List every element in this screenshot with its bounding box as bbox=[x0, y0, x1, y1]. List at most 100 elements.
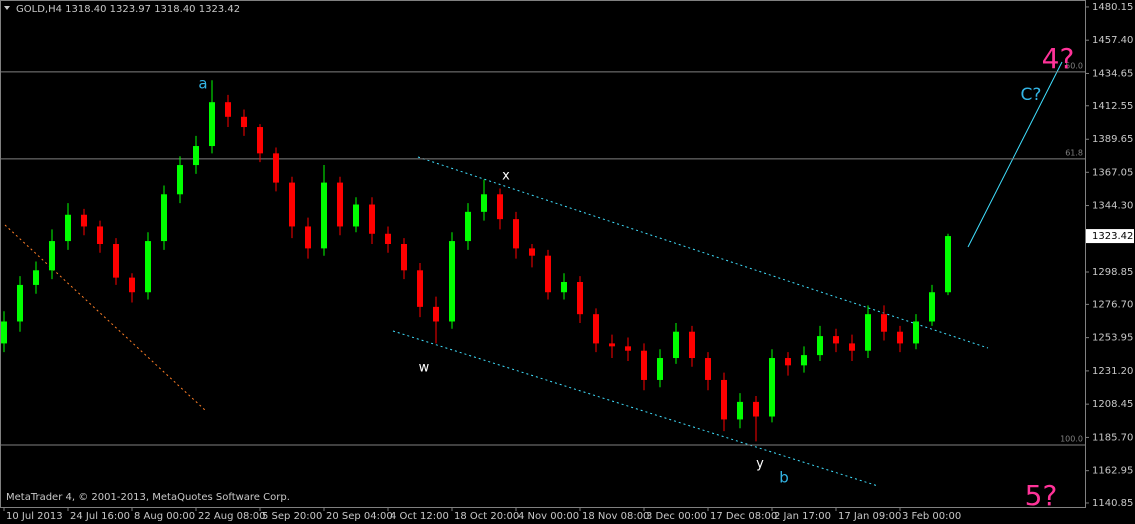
y-tick-label: 1162.95 bbox=[1092, 466, 1133, 477]
wave-label: b bbox=[779, 469, 789, 487]
y-tick-label: 1140.85 bbox=[1092, 498, 1133, 509]
x-tick-label: 18 Oct 20:00 bbox=[454, 511, 519, 522]
candle bbox=[657, 349, 663, 388]
candle-body bbox=[673, 331, 679, 359]
x-tick-label: 18 Nov 08:00 bbox=[582, 511, 649, 522]
candle-body bbox=[337, 182, 343, 227]
fib-label: 50.0 bbox=[1065, 61, 1083, 70]
wave-label: 4? bbox=[1042, 42, 1075, 75]
candle-body bbox=[209, 102, 215, 147]
y-tick-label: 1344.30 bbox=[1092, 201, 1133, 212]
y-tick-label: 1457.40 bbox=[1092, 35, 1133, 46]
candle-body bbox=[33, 270, 39, 285]
candle-body bbox=[849, 343, 855, 351]
candle bbox=[305, 217, 311, 259]
candle bbox=[177, 156, 183, 204]
candle-body bbox=[401, 243, 407, 271]
candle bbox=[849, 334, 855, 361]
candle bbox=[545, 249, 551, 300]
menu-arrow[interactable] bbox=[4, 6, 10, 10]
candle-body bbox=[689, 331, 695, 359]
candle bbox=[273, 147, 279, 192]
x-tick-label: 4 Oct 12:00 bbox=[390, 511, 449, 522]
candle-body bbox=[625, 346, 631, 351]
y-tick-label: 1185.70 bbox=[1092, 432, 1133, 443]
y-tick-label: 1412.55 bbox=[1092, 101, 1133, 112]
candle-body bbox=[273, 153, 279, 183]
x-tick-label: 2 Jan 17:00 bbox=[774, 511, 831, 522]
plot-frame bbox=[0, 0, 1086, 508]
candle-body bbox=[737, 401, 743, 420]
candle bbox=[385, 226, 391, 253]
current-price-box bbox=[1086, 229, 1134, 244]
candle-body bbox=[353, 204, 359, 227]
candle bbox=[913, 314, 919, 350]
candle bbox=[673, 322, 679, 364]
candle bbox=[449, 232, 455, 329]
y-tick-label: 1389.65 bbox=[1092, 134, 1133, 145]
candle bbox=[625, 337, 631, 361]
x-tick-label: 5 Sep 20:00 bbox=[262, 511, 322, 522]
candle-body bbox=[225, 102, 231, 117]
candle bbox=[705, 352, 711, 391]
y-tick-label: 1253.95 bbox=[1092, 333, 1133, 344]
x-tick-label: 10 Jul 2013 bbox=[6, 511, 63, 522]
fib-label: 61.8 bbox=[1065, 148, 1083, 157]
candle bbox=[49, 229, 55, 280]
candle bbox=[801, 346, 807, 373]
candle bbox=[145, 232, 151, 300]
candle bbox=[753, 396, 759, 442]
candle bbox=[865, 305, 871, 359]
candle-body bbox=[481, 194, 487, 212]
wave-label: y bbox=[756, 457, 764, 472]
candle-body bbox=[305, 226, 311, 249]
candle-body bbox=[593, 314, 599, 344]
candle bbox=[737, 393, 743, 429]
candle bbox=[593, 308, 599, 353]
candle-body bbox=[785, 358, 791, 366]
y-tick-label: 1208.45 bbox=[1092, 399, 1133, 410]
wave-label: a bbox=[198, 75, 207, 93]
candle-body bbox=[321, 182, 327, 249]
candle bbox=[833, 328, 839, 353]
candle bbox=[641, 343, 647, 391]
candle-body bbox=[801, 355, 807, 366]
candle bbox=[481, 179, 487, 221]
candle bbox=[513, 211, 519, 259]
candle-body bbox=[465, 211, 471, 242]
candle-body bbox=[369, 204, 375, 234]
candle-body bbox=[65, 214, 71, 242]
x-tick-label: 3 Feb 00:00 bbox=[902, 511, 961, 522]
candle-body bbox=[81, 214, 87, 227]
candle-body bbox=[17, 284, 23, 322]
x-tick-label: 4 Nov 00:00 bbox=[518, 511, 579, 522]
candle-body bbox=[913, 321, 919, 344]
wave-label: w bbox=[419, 361, 430, 376]
chart-title: GOLD,H4 1318.40 1323.97 1318.40 1323.42 bbox=[16, 4, 240, 15]
candle-body bbox=[705, 358, 711, 380]
wave-label: 5? bbox=[1025, 479, 1058, 512]
candle-body bbox=[129, 277, 135, 293]
candle-body bbox=[545, 255, 551, 293]
candle-body bbox=[817, 336, 823, 356]
candle-body bbox=[657, 358, 663, 380]
candle-body bbox=[833, 336, 839, 344]
candle bbox=[497, 188, 503, 230]
candle bbox=[65, 203, 71, 250]
projection-line bbox=[967, 61, 1063, 248]
candle-body bbox=[945, 236, 951, 293]
candle-body bbox=[881, 314, 887, 332]
candle-body bbox=[769, 358, 775, 417]
candle-body bbox=[897, 331, 903, 344]
x-tick-label: 8 Aug 00:00 bbox=[134, 511, 195, 522]
candle-body bbox=[609, 343, 615, 347]
candle bbox=[209, 80, 215, 154]
y-tick-label: 1276.70 bbox=[1092, 299, 1133, 310]
candle-body bbox=[497, 194, 503, 220]
candle bbox=[785, 352, 791, 376]
candle bbox=[817, 325, 823, 361]
candle bbox=[689, 325, 695, 367]
x-tick-label: 3 Dec 00:00 bbox=[646, 511, 707, 522]
candle-body bbox=[49, 241, 55, 271]
wave-label: C? bbox=[1021, 85, 1042, 105]
